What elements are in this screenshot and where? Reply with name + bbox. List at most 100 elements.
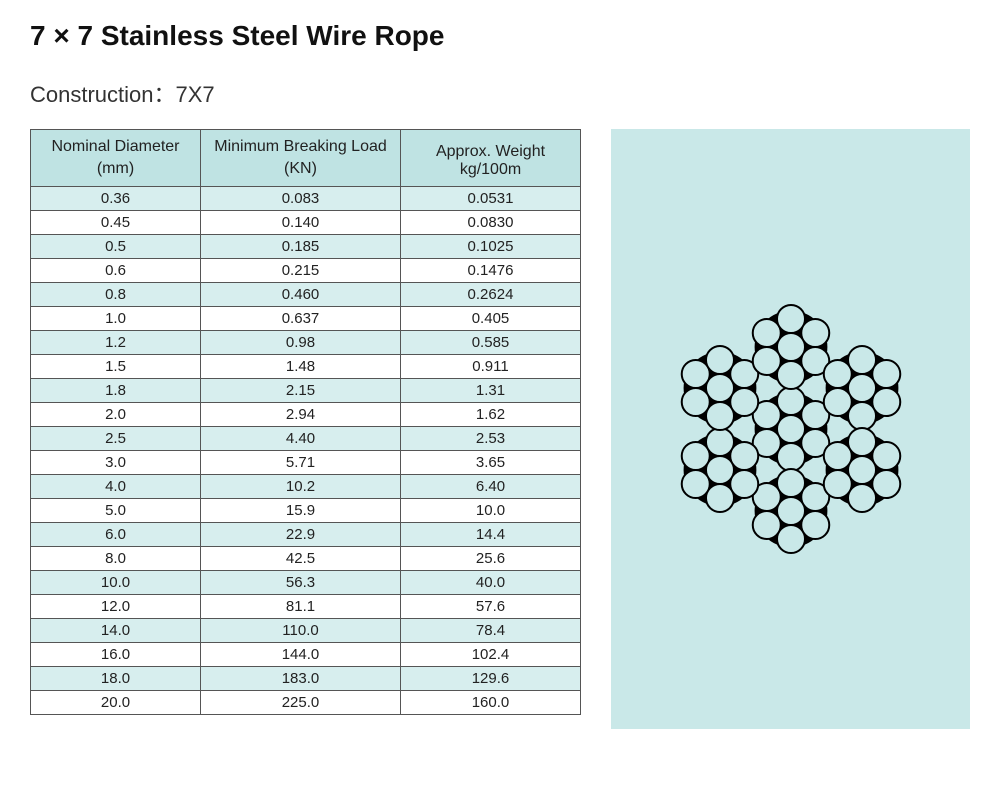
table-row: 2.54.402.53: [31, 427, 581, 451]
cell-load: 22.9: [201, 523, 401, 547]
cell-load: 2.94: [201, 403, 401, 427]
cell-wt: 0.911: [401, 355, 581, 379]
th-weight-top: Approx. Weight: [436, 143, 545, 160]
cell-wt: 0.1476: [401, 259, 581, 283]
cell-wt: 40.0: [401, 571, 581, 595]
cell-load: 0.083: [201, 187, 401, 211]
th-weight: Approx. Weight kg/100m: [401, 130, 581, 187]
th-diameter-bot: (mm): [31, 158, 201, 187]
cell-wt: 0.405: [401, 307, 581, 331]
spec-table: Nominal Diameter Minimum Breaking Load A…: [30, 129, 581, 715]
cell-load: 0.637: [201, 307, 401, 331]
cell-dia: 14.0: [31, 619, 201, 643]
cell-wt: 0.585: [401, 331, 581, 355]
cell-dia: 16.0: [31, 643, 201, 667]
cell-dia: 1.8: [31, 379, 201, 403]
cell-wt: 1.31: [401, 379, 581, 403]
cell-wt: 78.4: [401, 619, 581, 643]
cell-dia: 4.0: [31, 475, 201, 499]
cell-wt: 10.0: [401, 499, 581, 523]
cell-load: 144.0: [201, 643, 401, 667]
cell-dia: 1.5: [31, 355, 201, 379]
cell-load: 81.1: [201, 595, 401, 619]
cell-dia: 2.5: [31, 427, 201, 451]
cell-dia: 0.8: [31, 283, 201, 307]
cell-load: 110.0: [201, 619, 401, 643]
cell-load: 0.98: [201, 331, 401, 355]
cell-wt: 57.6: [401, 595, 581, 619]
table-row: 4.010.26.40: [31, 475, 581, 499]
spec-table-body: 0.360.0830.05310.450.1400.08300.50.1850.…: [31, 187, 581, 715]
cell-dia: 8.0: [31, 547, 201, 571]
th-weight-bot: kg/100m: [460, 161, 521, 178]
cell-load: 183.0: [201, 667, 401, 691]
cell-wt: 2.53: [401, 427, 581, 451]
table-row: 20.0225.0160.0: [31, 691, 581, 715]
cell-dia: 5.0: [31, 499, 201, 523]
cell-load: 15.9: [201, 499, 401, 523]
cell-load: 0.460: [201, 283, 401, 307]
cell-wt: 6.40: [401, 475, 581, 499]
cell-wt: 0.0830: [401, 211, 581, 235]
cell-dia: 3.0: [31, 451, 201, 475]
cell-wt: 102.4: [401, 643, 581, 667]
table-row: 8.042.525.6: [31, 547, 581, 571]
cell-load: 0.185: [201, 235, 401, 259]
table-row: 5.015.910.0: [31, 499, 581, 523]
cell-dia: 1.0: [31, 307, 201, 331]
table-row: 0.80.4600.2624: [31, 283, 581, 307]
cell-load: 42.5: [201, 547, 401, 571]
table-row: 0.60.2150.1476: [31, 259, 581, 283]
cell-dia: 0.45: [31, 211, 201, 235]
table-row: 0.450.1400.0830: [31, 211, 581, 235]
table-row: 1.51.480.911: [31, 355, 581, 379]
cell-wt: 3.65: [401, 451, 581, 475]
table-row: 12.081.157.6: [31, 595, 581, 619]
cell-dia: 2.0: [31, 403, 201, 427]
table-row: 14.0110.078.4: [31, 619, 581, 643]
table-row: 16.0144.0102.4: [31, 643, 581, 667]
cell-wt: 160.0: [401, 691, 581, 715]
cell-dia: 1.2: [31, 331, 201, 355]
th-load-top: Minimum Breaking Load: [201, 130, 401, 159]
cell-wt: 129.6: [401, 667, 581, 691]
table-row: 1.00.6370.405: [31, 307, 581, 331]
content-row: Nominal Diameter Minimum Breaking Load A…: [30, 129, 970, 729]
cell-dia: 6.0: [31, 523, 201, 547]
cell-dia: 0.36: [31, 187, 201, 211]
th-diameter-top: Nominal Diameter: [31, 130, 201, 159]
table-row: 1.20.980.585: [31, 331, 581, 355]
table-row: 3.05.713.65: [31, 451, 581, 475]
table-row: 18.0183.0129.6: [31, 667, 581, 691]
table-row: 1.82.151.31: [31, 379, 581, 403]
table-row: 6.022.914.4: [31, 523, 581, 547]
cell-load: 4.40: [201, 427, 401, 451]
cell-dia: 0.6: [31, 259, 201, 283]
cell-load: 56.3: [201, 571, 401, 595]
cell-wt: 0.1025: [401, 235, 581, 259]
wire-rope-cross-section-icon: [641, 279, 941, 579]
table-row: 0.360.0830.0531: [31, 187, 581, 211]
cell-load: 5.71: [201, 451, 401, 475]
table-row: 0.50.1850.1025: [31, 235, 581, 259]
construction-subtitle: Construction：7X7: [30, 77, 970, 109]
cell-load: 225.0: [201, 691, 401, 715]
spec-table-wrap: Nominal Diameter Minimum Breaking Load A…: [30, 129, 581, 715]
cell-load: 10.2: [201, 475, 401, 499]
cell-load: 2.15: [201, 379, 401, 403]
cell-load: 0.215: [201, 259, 401, 283]
cell-dia: 18.0: [31, 667, 201, 691]
cross-section-diagram-panel: [611, 129, 970, 729]
th-load-bot: (KN): [201, 158, 401, 187]
cell-wt: 1.62: [401, 403, 581, 427]
page-title: 7 × 7 Stainless Steel Wire Rope: [30, 20, 970, 52]
cell-wt: 14.4: [401, 523, 581, 547]
cell-dia: 12.0: [31, 595, 201, 619]
table-row: 2.02.941.62: [31, 403, 581, 427]
table-row: 10.056.340.0: [31, 571, 581, 595]
cell-dia: 0.5: [31, 235, 201, 259]
cell-load: 1.48: [201, 355, 401, 379]
cell-dia: 10.0: [31, 571, 201, 595]
cell-load: 0.140: [201, 211, 401, 235]
cell-wt: 25.6: [401, 547, 581, 571]
